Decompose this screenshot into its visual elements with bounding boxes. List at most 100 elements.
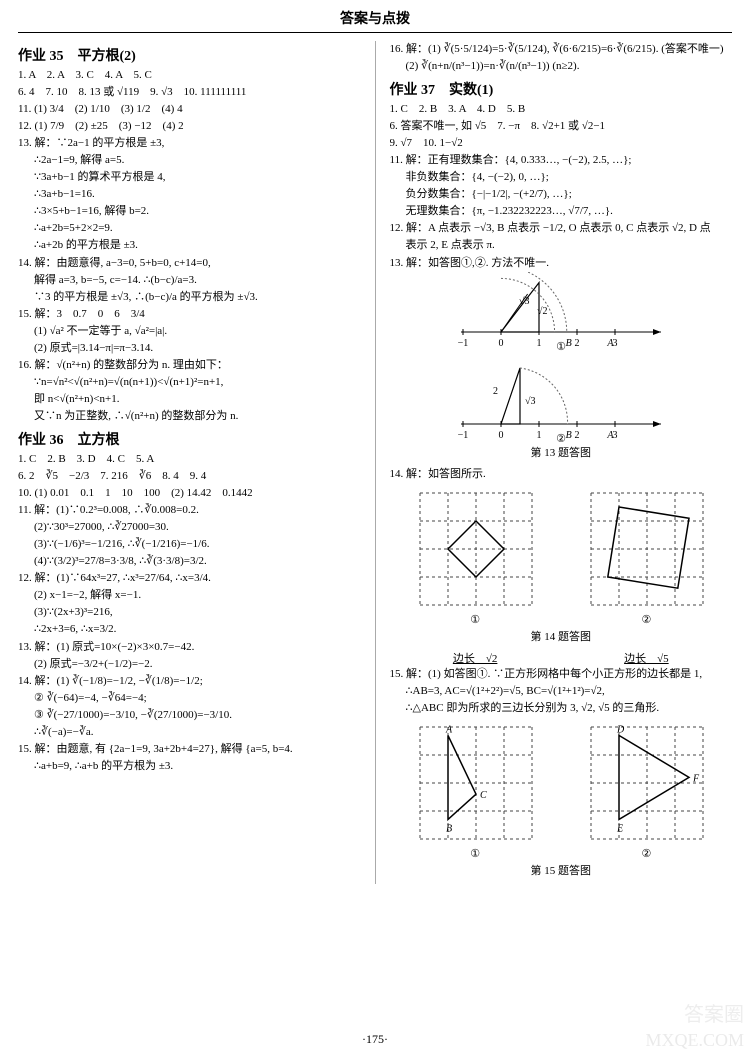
ans-line: (1) √a² 不一定等于 a, √a²=|a|. — [18, 323, 361, 340]
svg-text:−1: −1 — [457, 338, 468, 349]
ans-line: 15. 解：3 0.7 0 6 3/4 — [18, 306, 361, 323]
ans-line: 14. 解：(1) ∛(−1/8)=−1/2, −∛(1/8)=−1/2; — [18, 673, 361, 690]
ans-line: (2) x−1=−2, 解得 x=−1. — [18, 587, 361, 604]
figure-13-caption: 第 13 题答图 — [390, 444, 733, 460]
svg-text:D: D — [616, 724, 625, 735]
ans-line: (2)∵30³=27000, ∴∛27000=30. — [18, 519, 361, 536]
figure-13-numline-2: −101232√3BA② — [451, 352, 671, 442]
edge-label-1: 边长 √2 — [410, 650, 540, 666]
ans-line: 11. 解：(1)∵0.2³=0.008, ∴∛0.008=0.2. — [18, 502, 361, 519]
ans-line: 6. 4 7. 10 8. 13 或 √119 9. √3 10. 111111… — [18, 84, 361, 101]
svg-text:B: B — [565, 430, 571, 441]
svg-text:A: A — [606, 430, 614, 441]
ans-line: 6. 2 ∛5 −2/3 7. 216 ∛6 8. 4 9. 4 — [18, 468, 361, 485]
ans-line: 13. 解：∵2a−1 的平方根是 ±3, — [18, 135, 361, 152]
svg-text:②: ② — [556, 433, 566, 442]
ans-line: (2) ∛(n+n/(n³−1))=n·∛(n/(n³−1)) (n≥2). — [390, 58, 733, 75]
ans-line: ∴2a−1=9, 解得 a=5. — [18, 152, 361, 169]
figure-14-grid-2 — [581, 483, 711, 613]
figure-14-grid-1 — [410, 483, 540, 613]
ans-line: 1. A 2. A 3. C 4. A 5. C — [18, 67, 361, 84]
ans-line: ∵3 的平方根是 ±√3, ∴(b−c)/a 的平方根为 ±√3. — [18, 289, 361, 306]
ans-line: ∴∛(−a)=−∛a. — [18, 724, 361, 741]
ans-line: 解得 a=3, b=−5, c=−14. ∴(b−c)/a=3. — [18, 272, 361, 289]
ans-line: (2) 原式=−3/2+(−1/2)=−2. — [18, 656, 361, 673]
ans-line: (3)∵(−1/6)³=−1/216, ∴∛(−1/216)=−1/6. — [18, 536, 361, 553]
ans-line: 9. √7 10. 1−√2 — [390, 135, 733, 152]
watermark-logo: 答案圈 — [684, 998, 744, 1027]
figure-15-grid-2: D E F — [581, 717, 711, 847]
ans-line: 负分数集合：{−|−1/2|, −(+2/7), …}; — [390, 186, 733, 203]
ans-line: 11. 解：正有理数集合：{4, 0.333…, −(−2), 2.5, …}; — [390, 152, 733, 169]
svg-text:①: ① — [556, 341, 566, 352]
svg-text:2: 2 — [493, 386, 498, 397]
page-number: ·175· — [0, 1032, 750, 1047]
section-35-title: 作业 35 平方根(2) — [18, 45, 361, 65]
ans-line: ∴a+2b 的平方根是 ±3. — [18, 237, 361, 254]
figure-14-caption: 第 14 题答图 — [390, 628, 733, 644]
figure-13-numline-1: −10123√3√2BA① — [451, 272, 671, 352]
svg-text:1: 1 — [536, 338, 541, 349]
circled-2: ② — [581, 613, 711, 626]
svg-text:F: F — [692, 773, 700, 784]
two-columns: 作业 35 平方根(2) 1. A 2. A 3. C 4. A 5. C 6.… — [18, 41, 732, 884]
ans-line: (4)∵(3/2)³=27/8=3·3/8, ∴∛(3·3/8)=3/2. — [18, 553, 361, 570]
circled-2: ② — [581, 847, 711, 860]
svg-text:1: 1 — [536, 430, 541, 441]
ans-line: (3)∵(2x+3)³=216, — [18, 604, 361, 621]
ans-line: 16. 解：√(n²+n) 的整数部分为 n. 理由如下： — [18, 357, 361, 374]
ans-line: ② ∛(−64)=−4, −∛64=−4; — [18, 690, 361, 707]
svg-text:0: 0 — [498, 430, 503, 441]
ans-line: 1. C 2. B 3. A 4. D 5. B — [390, 101, 733, 118]
ans-line: ∴2x+3=6, ∴x=3/2. — [18, 621, 361, 638]
ans-line: 12. 解：(1)∵64x³=27, ∴x³=27/64, ∴x=3/4. — [18, 570, 361, 587]
svg-text:C: C — [480, 790, 487, 801]
circled-1: ① — [410, 847, 540, 860]
circled-1: ① — [410, 613, 540, 626]
ans-line: (2) 原式=|3.14−π|=π−3.14. — [18, 340, 361, 357]
ans-line: 12. (1) 7/9 (2) ±25 (3) −12 (4) 2 — [18, 118, 361, 135]
ans-line: ∵3a+b−1 的算术平方根是 4, — [18, 169, 361, 186]
ans-line: 13. 解：如答图①,②. 方法不唯一. — [390, 255, 733, 272]
ans-line: ∴3×5+b−1=16, 解得 b=2. — [18, 203, 361, 220]
svg-text:2: 2 — [574, 338, 579, 349]
svg-text:0: 0 — [498, 338, 503, 349]
ans-line: 表示 2, E 点表示 π. — [390, 237, 733, 254]
svg-text:√3: √3 — [525, 396, 536, 407]
ans-line: ∴△ABC 即为所求的三边长分别为 3, √2, √5 的三角形. — [390, 700, 733, 717]
svg-text:−1: −1 — [457, 430, 468, 441]
ans-line: 15. 解：由题意, 有 {2a−1=9, 3a+2b+4=27}, 解得 {a… — [18, 741, 361, 758]
ans-line: ∴a+b=9, ∴a+b 的平方根为 ±3. — [18, 758, 361, 775]
svg-text:√3: √3 — [519, 296, 530, 307]
ans-line: 11. (1) 3/4 (2) 1/10 (3) 1/2 (4) 4 — [18, 101, 361, 118]
svg-text:A: A — [606, 338, 614, 349]
ans-line: 10. (1) 0.01 0.1 1 10 100 (2) 14.42 0.14… — [18, 485, 361, 502]
ans-line: 即 n<√(n²+n)<n+1. — [18, 391, 361, 408]
left-column: 作业 35 平方根(2) 1. A 2. A 3. C 4. A 5. C 6.… — [18, 41, 361, 884]
page-title: 答案与点拨 — [18, 8, 732, 33]
ans-line: ∴3a+b−1=16. — [18, 186, 361, 203]
svg-text:2: 2 — [574, 430, 579, 441]
ans-line: 16. 解：(1) ∛(5·5/124)=5·∛(5/124), ∛(6·6/2… — [390, 41, 733, 58]
svg-text:A: A — [445, 724, 453, 735]
section-36-title: 作业 36 立方根 — [18, 429, 361, 449]
ans-line: 12. 解：A 点表示 −√3, B 点表示 −1/2, O 点表示 0, C … — [390, 220, 733, 237]
ans-line: 1. C 2. B 3. D 4. C 5. A — [18, 451, 361, 468]
figure-15-caption: 第 15 题答图 — [390, 862, 733, 878]
svg-text:B: B — [565, 338, 571, 349]
svg-text:E: E — [616, 823, 623, 834]
right-column: 16. 解：(1) ∛(5·5/124)=5·∛(5/124), ∛(6·6/2… — [390, 41, 733, 884]
ans-line: ∴a+2b=5+2×2=9. — [18, 220, 361, 237]
ans-line: 13. 解：(1) 原式=10×(−2)×3×0.7=−42. — [18, 639, 361, 656]
ans-line: 又∵n 为正整数, ∴√(n²+n) 的整数部分为 n. — [18, 408, 361, 425]
ans-line: 6. 答案不唯一, 如 √5 7. −π 8. √2+1 或 √2−1 — [390, 118, 733, 135]
figure-15-grid-1: A B C — [410, 717, 540, 847]
section-37-title: 作业 37 实数(1) — [390, 79, 733, 99]
column-divider — [375, 41, 376, 884]
ans-line: ∵n=√n²<√(n²+n)=√(n(n+1))<√(n+1)²=n+1, — [18, 374, 361, 391]
svg-text:√2: √2 — [537, 306, 548, 317]
ans-line: 15. 解：(1) 如答图①. ∵正方形网格中每个小正方形的边长都是 1, — [390, 666, 733, 683]
svg-text:B: B — [446, 823, 452, 834]
ans-line: ∴AB=3, AC=√(1²+2²)=√5, BC=√(1²+1²)=√2, — [390, 683, 733, 700]
ans-line: 无理数集合：{π, −1.232232223…, √7/7, …}. — [390, 203, 733, 220]
